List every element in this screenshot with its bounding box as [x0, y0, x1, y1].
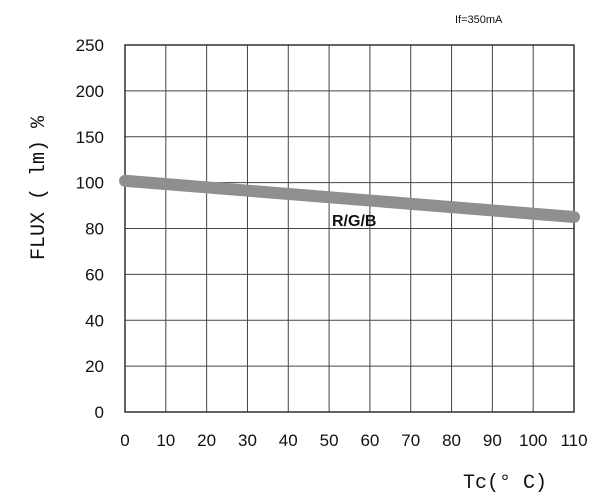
x-tick-label: 70: [401, 431, 420, 450]
x-axis-title: Tc(° C): [463, 472, 547, 495]
y-tick-label: 150: [76, 128, 104, 147]
y-tick-label: 40: [85, 311, 104, 330]
series-layer: [119, 174, 580, 224]
x-tick-label: 30: [238, 431, 257, 450]
x-tick-label: 90: [483, 431, 502, 450]
x-tick-label: 0: [120, 431, 129, 450]
x-tick-labels: 0 10 20 30 40 50 60 70 80 90 100 110: [120, 431, 587, 450]
x-tick-label: 80: [442, 431, 461, 450]
x-tick-label: 40: [279, 431, 298, 450]
plot-frame: [124, 44, 575, 413]
series-label: R/G/B: [332, 213, 376, 230]
current-annotation: If=350mA: [455, 14, 503, 26]
grid: [125, 45, 574, 412]
y-tick-label: 250: [76, 36, 104, 55]
y-tick-label: 60: [85, 265, 104, 284]
y-tick-label: 200: [76, 82, 104, 101]
x-tick-label: 10: [156, 431, 175, 450]
y-tick-label: 80: [85, 220, 104, 239]
y-tick-label: 20: [85, 357, 104, 376]
x-tick-label: 20: [197, 431, 216, 450]
x-tick-label: 60: [360, 431, 379, 450]
y-axis-title: FLUX ( lm) %: [28, 115, 51, 260]
x-tick-label: 50: [320, 431, 339, 450]
y-tick-labels: 0 20 40 60 80 100 150 200 250: [76, 36, 104, 422]
y-tick-label: 100: [76, 174, 104, 193]
y-tick-label: 0: [95, 403, 104, 422]
x-tick-label: 110: [560, 431, 587, 450]
series-line: [119, 174, 580, 224]
x-tick-label: 100: [519, 431, 547, 450]
